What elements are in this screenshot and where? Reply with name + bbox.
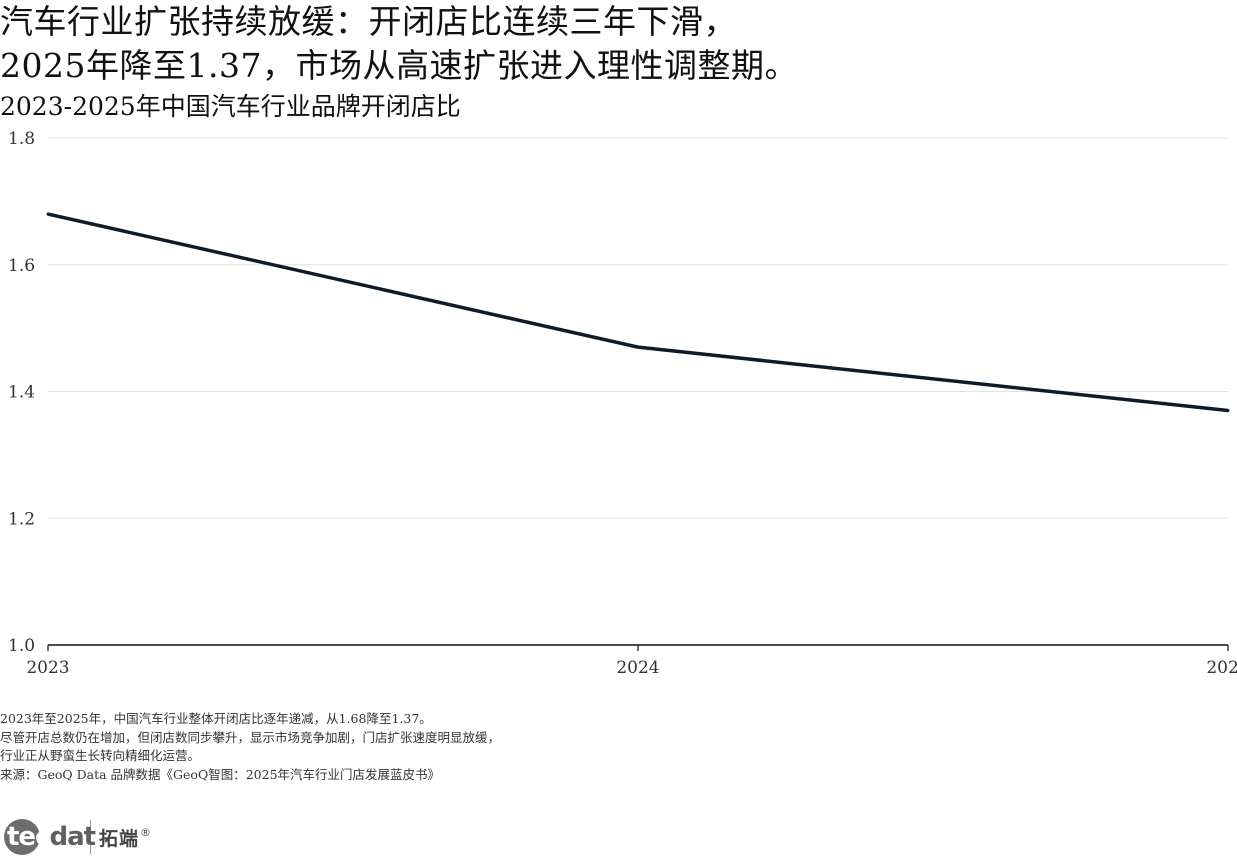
note-line-1: 2023年至2025年，中国汽车行业整体开闭店比逐年递减，从1.68降至1.37…: [0, 711, 432, 726]
y-tick-label-1.4: 1.4: [8, 383, 35, 403]
source-note: 来源：GeoQ Data 品牌数据《GeoQ智图：2025年汽车行业门店发展蓝皮…: [0, 766, 441, 782]
chart-title: 2023-2025年中国汽车行业品牌开闭店比: [0, 92, 461, 121]
x-tick-label-2025: 2025: [1206, 658, 1237, 678]
y-tick-label-1.0: 1.0: [8, 636, 35, 656]
line-chart: 1.0 1.2 1.4 1.6 1.8 2023 2024 2025: [8, 129, 1237, 678]
tick-labels: 1.0 1.2 1.4 1.6 1.8 2023 2024 2025: [8, 129, 1237, 678]
axes: [47, 644, 1229, 651]
note-line-3: 行业正从野蛮生长转向精细化运营。: [0, 748, 201, 763]
headline: 汽车行业扩张持续放缓：开闭店比连续三年下滑， 2025年降至1.37，市场从高速…: [0, 0, 798, 88]
x-tick-label-2024: 2024: [616, 658, 659, 678]
x-tick-label-2023: 2023: [26, 658, 69, 678]
brand-logo: tecdat 拓端 ®: [4, 814, 151, 860]
y-tick-label-1.2: 1.2: [8, 509, 35, 529]
headline-line-1: 汽车行业扩张持续放缓：开闭店比连续三年下滑，: [0, 2, 737, 41]
y-tick-label-1.8: 1.8: [8, 129, 35, 149]
series: [46, 212, 1230, 413]
registered-mark: ®: [140, 825, 152, 839]
logo-divider: [90, 820, 91, 854]
data-point-2024: [636, 345, 640, 349]
logo-wordmark: tecdat: [7, 822, 96, 852]
y-tick-label-1.6: 1.6: [8, 256, 35, 276]
chart-notes: 2023年至2025年，中国汽车行业整体开闭店比逐年递减，从1.68降至1.37…: [0, 710, 500, 784]
logo-chinese-name: 拓端: [99, 827, 140, 850]
note-line-2: 尽管开店总数仍在增加，但闭店数同步攀升，显示市场竞争加剧，门店扩张速度明显放缓，: [0, 729, 501, 745]
series-line-0: [47, 212, 1229, 413]
logo-mark: tecdat: [4, 817, 96, 857]
gridlines: [48, 137, 1228, 519]
headline-line-2: 2025年降至1.37，市场从高速扩张进入理性调整期。: [0, 46, 798, 85]
data-point-2025: [1226, 409, 1230, 413]
logo-circle: [4, 819, 40, 855]
data-point-2023: [46, 212, 50, 216]
